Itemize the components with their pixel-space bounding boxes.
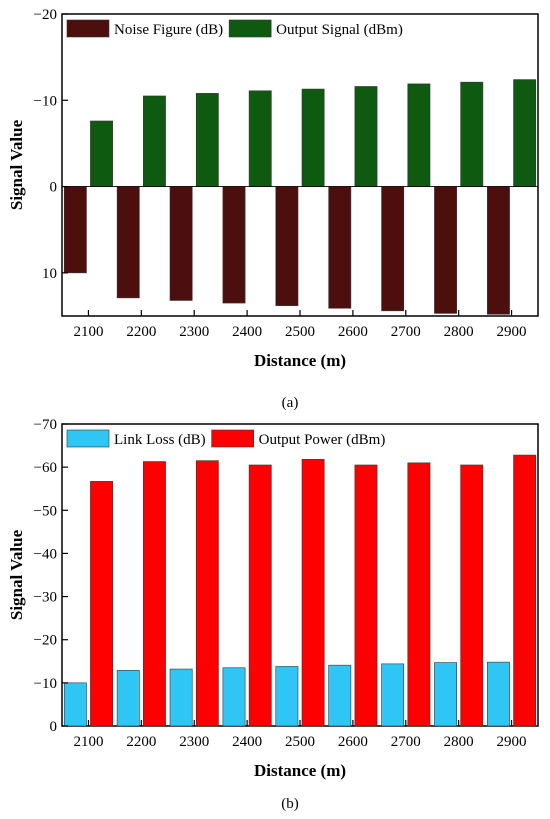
bar-1-2600 [328,664,352,727]
x-tick-label: 2700 [391,324,421,340]
y-axis-title: Signal Value [7,529,26,620]
bar-1-2300 [169,668,193,727]
bar-2-2600 [354,464,378,727]
y-tick-label: 0 [50,180,58,196]
x-tick-label: 2600 [338,324,368,340]
y-tick-label: −10 [34,676,57,692]
legend-swatch-1 [66,429,110,448]
bar-2-2100 [90,481,113,727]
x-axis-title: Distance (m) [254,761,346,780]
y-tick-label: −60 [34,460,57,476]
legend-swatch-1 [66,19,110,38]
bar-2-2200 [143,95,166,187]
bar-1-2400 [222,186,246,304]
y-tick-label: −30 [34,590,57,606]
legend-swatch-2 [211,429,254,448]
bar-2-2600 [354,86,378,187]
y-tick-label: −50 [34,503,57,519]
bar-1-2400 [222,667,246,727]
bar-2-2700 [407,462,431,727]
y-tick-label: −40 [34,546,57,562]
bar-1-2100 [63,186,87,274]
bar-1-2700 [381,186,405,312]
bar-1-2800 [434,186,457,314]
bar-2-2700 [407,83,431,187]
legend: Link Loss (dB) Output Power (dBm) [66,429,386,448]
legend-label-2: Output Power (dBm) [259,432,386,448]
bar-2-2400 [248,90,272,187]
x-tick-label: 2400 [232,734,262,750]
bar-2-2300 [195,93,219,187]
legend-swatch-2 [228,19,272,38]
x-tick-label: 2900 [497,324,527,340]
bar-1-2500 [275,186,299,306]
bar-2-2500 [301,459,325,727]
x-tick-label: 2300 [179,324,209,340]
bar-2-2400 [248,464,272,727]
y-tick-label: −20 [34,633,57,649]
y-axis-title: Signal Value [7,119,26,210]
bar-1-2300 [169,186,193,301]
bar-1-2700 [381,663,405,727]
bar-1-2200 [116,186,140,299]
x-tick-label: 2100 [73,324,103,340]
legend-label-1: Noise Figure (dB) [114,22,223,38]
bar-2-2500 [301,88,325,187]
y-tick-label: −10 [34,93,57,109]
bar-2-2300 [195,460,219,727]
bar-1-2200 [116,670,140,727]
bar-1-2600 [328,186,352,309]
y-tick-label: −20 [34,7,57,23]
x-tick-label: 2300 [179,734,209,750]
y-tick-label: −70 [34,417,57,433]
y-tick-label: 0 [50,719,58,735]
bar-1-2800 [434,662,457,727]
chart-panel-a: 10 0 −10 −20 2100 2200 2300 2400 2500 2600 2700 280… [7,7,539,411]
x-tick-label: 2400 [232,324,262,340]
x-tick-label: 2700 [391,734,421,750]
x-tick-label: 2100 [73,734,103,750]
x-tick-label: 2800 [444,734,474,750]
x-tick-label: 2600 [338,734,368,750]
legend-label-2: Output Signal (dBm) [276,22,403,38]
y-tick-label: 10 [42,266,57,282]
bar-2-2800 [460,464,484,727]
bar-1-2900 [487,186,510,315]
x-tick-label: 2500 [285,324,315,340]
x-tick-label: 2900 [497,734,527,750]
bar-2-2100 [90,120,113,187]
bar-1-2500 [275,666,299,727]
x-tick-label: 2200 [126,324,156,340]
chart-panel-b: 0 −10 −20 −30 −40 −50 −60 −70 2100 2200 2300 2400 25… [7,417,539,812]
bar-2-2900 [513,454,537,727]
x-tick-label: 2500 [285,734,315,750]
bar-2-2900 [513,79,537,187]
panel-caption: (a) [282,395,299,411]
bar-2-2200 [143,461,166,727]
bar-2-2800 [460,81,484,187]
bar-1-2100 [63,682,87,727]
bar-1-2900 [487,661,510,727]
legend: Noise Figure (dB) Output Signal (dBm) [66,19,403,38]
x-tick-label: 2200 [126,734,156,750]
x-tick-label: 2800 [444,324,474,340]
panel-caption: (b) [281,796,299,812]
x-axis-title: Distance (m) [254,351,346,370]
legend-label-1: Link Loss (dB) [114,432,206,448]
